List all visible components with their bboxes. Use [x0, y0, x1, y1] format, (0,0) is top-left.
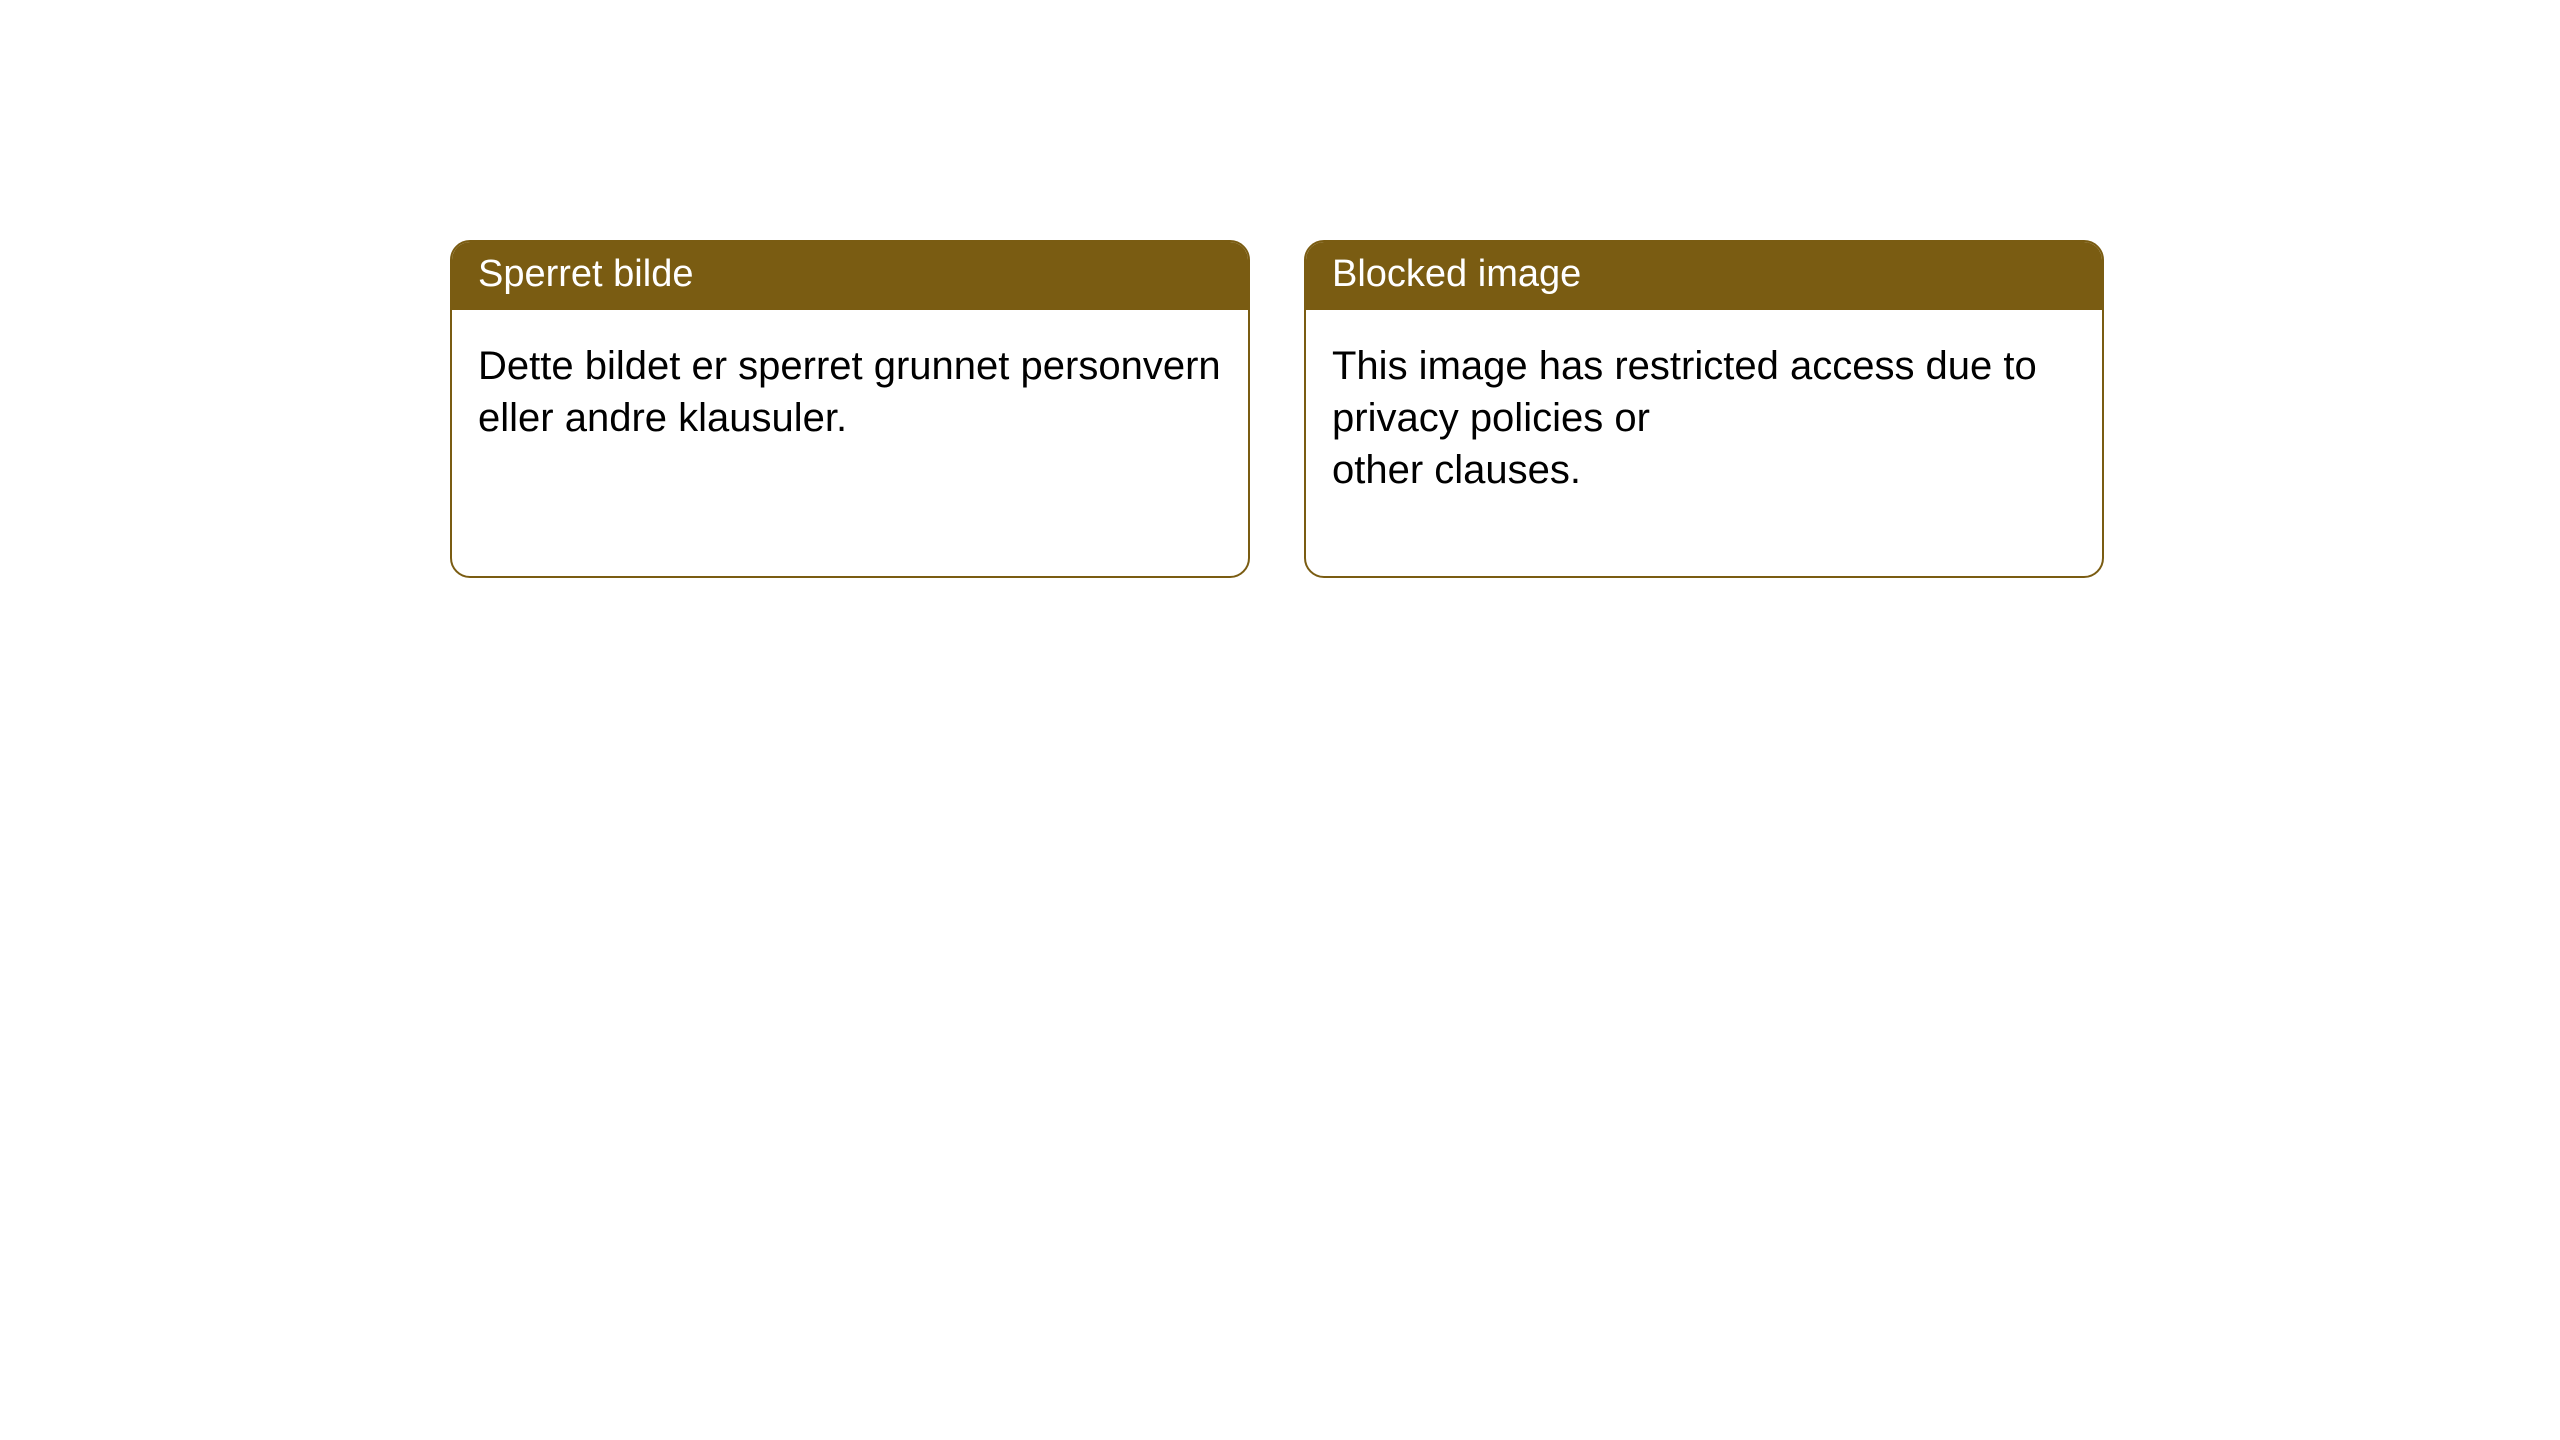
notice-title-en: Blocked image	[1306, 242, 2102, 310]
notice-container: Sperret bilde Dette bildet er sperret gr…	[450, 240, 2104, 578]
notice-body-no: Dette bildet er sperret grunnet personve…	[452, 310, 1248, 474]
notice-card-no: Sperret bilde Dette bildet er sperret gr…	[450, 240, 1250, 578]
notice-body-en: This image has restricted access due to …	[1306, 310, 2102, 526]
notice-title-no: Sperret bilde	[452, 242, 1248, 310]
notice-card-en: Blocked image This image has restricted …	[1304, 240, 2104, 578]
